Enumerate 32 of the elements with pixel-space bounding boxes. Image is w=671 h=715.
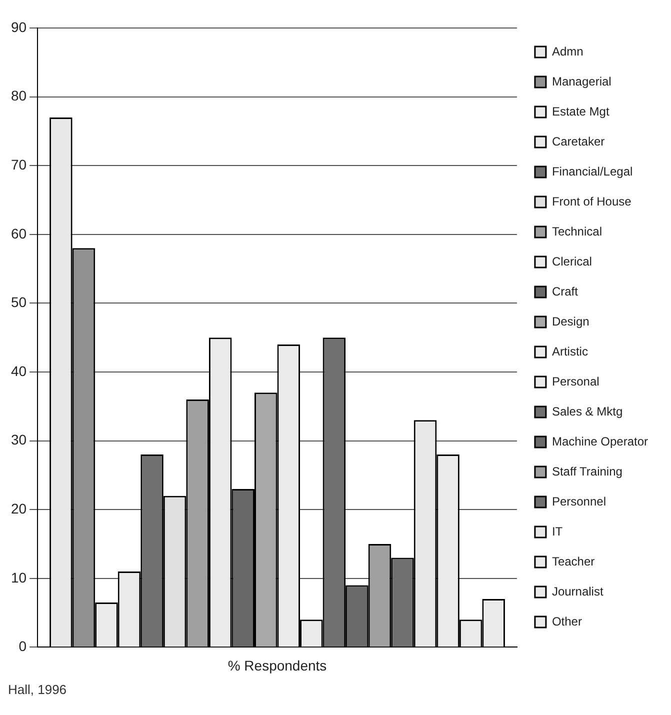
legend-label: Design bbox=[552, 314, 590, 328]
legend-label: Journalist bbox=[552, 584, 604, 598]
legend-label: Craft bbox=[552, 284, 579, 298]
legend-label: Managerial bbox=[552, 74, 612, 88]
legend-label: Technical bbox=[552, 224, 602, 238]
y-tick-label: 40 bbox=[10, 362, 27, 379]
legend-label: Admn bbox=[552, 44, 584, 58]
legend-label: Personal bbox=[552, 374, 600, 388]
legend-label: Personnel bbox=[552, 494, 606, 508]
legend-label: Caretaker bbox=[552, 134, 605, 148]
legend-label: Clerical bbox=[552, 254, 592, 268]
legend-label: Teacher bbox=[552, 554, 595, 568]
legend-label: Other bbox=[552, 614, 582, 628]
legend-label: Financial/Legal bbox=[552, 164, 633, 178]
y-tick-label: 60 bbox=[10, 225, 27, 242]
y-tick-label: 30 bbox=[10, 432, 27, 448]
y-tick-label: 70 bbox=[10, 156, 27, 172]
legend-label: Front of House bbox=[552, 194, 632, 208]
legend-label: Artistic bbox=[552, 344, 588, 358]
y-tick-label: 80 bbox=[10, 88, 27, 104]
y-tick-label: 10 bbox=[10, 569, 27, 586]
legend-label: Sales & Mktg bbox=[552, 404, 623, 418]
y-tick-label: 0 bbox=[18, 638, 27, 654]
y-tick-label: 90 bbox=[10, 18, 27, 35]
legend-label: Machine Operator bbox=[552, 434, 648, 448]
legend-label: Estate Mgt bbox=[552, 104, 610, 118]
text: Hall, 1996 bbox=[8, 682, 68, 697]
legend-label: Staff Training bbox=[552, 464, 622, 478]
legend-label: IT bbox=[552, 524, 564, 538]
y-tick-label: 50 bbox=[10, 294, 27, 310]
y-tick-label: 20 bbox=[10, 500, 27, 516]
x-tick-label: % Respondents bbox=[228, 657, 327, 674]
